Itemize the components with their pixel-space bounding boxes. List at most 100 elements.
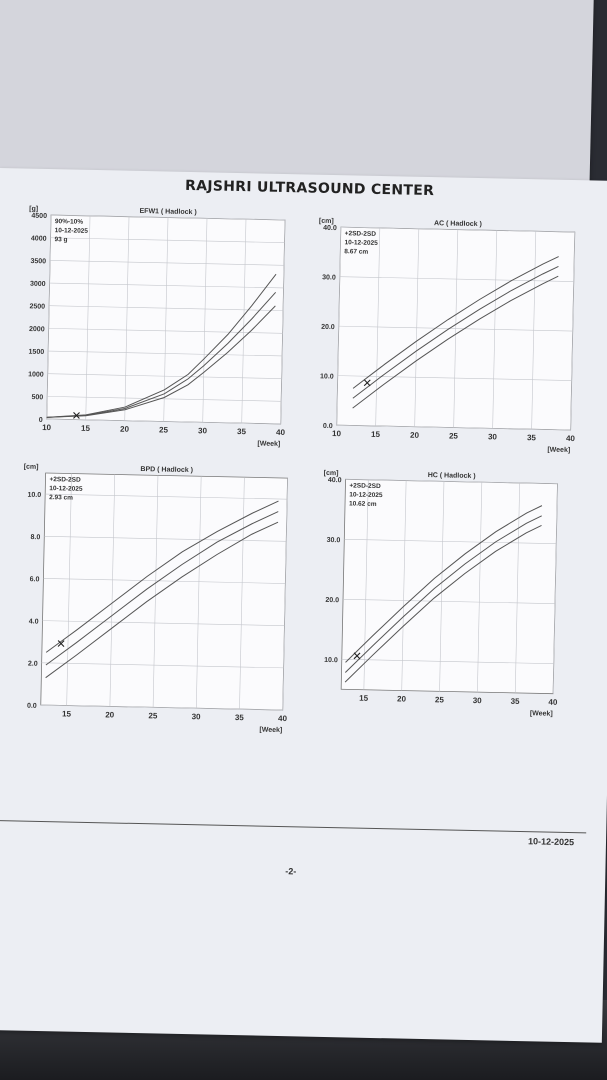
ac-series-line-3: [352, 275, 559, 409]
efw-grid-x: [280, 219, 286, 424]
hc-grid-y: [343, 598, 556, 605]
hc-x-axis-label: [Week]: [530, 710, 553, 717]
ac-y-tick-label: 30.0: [322, 274, 336, 281]
efw-x-tick-label: 40: [276, 428, 286, 437]
efw-series-line-2: [46, 291, 277, 418]
page-number: -2-: [285, 866, 297, 877]
hc-grid-x: [477, 482, 483, 693]
hc-grid-x: [439, 481, 445, 692]
efw-grid-y: [48, 350, 283, 357]
efw-y-tick-label: 0: [39, 417, 43, 424]
bpd-x-tick-label: 40: [278, 714, 288, 723]
bpd-y-tick-label: 10.0: [27, 492, 41, 499]
efw-y-tick-label: 2000: [29, 326, 45, 333]
report-title: RAJSHRI ULTRASOUND CENTER: [184, 177, 435, 200]
bpd-legend-line-3: 2.93 cm: [49, 494, 73, 502]
efw-y-tick-label: 500: [31, 394, 43, 401]
efw-grid-x: [124, 216, 130, 421]
bpd-legend-line-2: 10-12-2025: [49, 485, 83, 493]
efw-grid-x: [163, 217, 169, 422]
bpd-x-tick-label: 25: [148, 711, 158, 720]
ac-x-tick-label: 35: [527, 433, 537, 442]
hc-y-tick-label: 10.0: [324, 657, 338, 664]
bpd-chart: 15 20 25 30 35 40 0.0 2.0 4.0 6.0 8.0 10.0 BPD ( Had…: [24, 464, 288, 734]
efw-x-tick-label: 30: [198, 426, 208, 435]
efw-x-tick-label: 35: [237, 427, 247, 436]
ac-y-axis-label: [cm]: [319, 218, 334, 225]
bpd-grid-y: [41, 662, 284, 669]
ac-x-tick-label: 10: [332, 429, 342, 438]
ac-grid-y: [338, 325, 573, 332]
hc-chart: 15 20 25 30 35 40 10.0 20.0 30.0 40.0 HC ( Hadlock…: [324, 470, 558, 718]
efw-legend-line-3: 93 g: [54, 236, 67, 243]
bpd-y-tick-label: 0.0: [27, 703, 37, 710]
bpd-grid-y: [45, 493, 288, 500]
ac-series-line-2: [352, 265, 559, 399]
bpd-y-axis-label: [cm]: [24, 464, 39, 471]
efw-legend-line-1: 90%-10%: [55, 218, 84, 226]
efw-x-axis-label: [Week]: [257, 440, 280, 447]
bpd-x-tick-label: 35: [235, 713, 245, 722]
ac-measurement-marker: [363, 379, 371, 387]
efw-y-tick-label: 1500: [28, 349, 44, 356]
hc-series-line-3: [344, 524, 542, 683]
ac-grid-y: [337, 375, 572, 381]
ac-y-tick-label: 0.0: [323, 423, 333, 430]
bpd-chart-title: BPD ( Hadlock ): [140, 466, 193, 474]
hc-series-line-2: [344, 515, 542, 673]
efw-grid-x: [85, 215, 91, 420]
bpd-x-tick-label: 15: [62, 709, 72, 718]
hc-grid-y: [341, 658, 554, 665]
hc-y-tick-label: 20.0: [325, 597, 339, 604]
bpd-grid-x: [66, 473, 72, 706]
bpd-grid-x: [282, 478, 288, 711]
ac-grid-y: [336, 424, 571, 431]
ac-x-tick-label: 20: [410, 431, 420, 440]
efw-grid-y: [48, 328, 283, 334]
hc-grid-y: [345, 479, 558, 485]
hc-chart-title: HC ( Hadlock ): [428, 472, 476, 480]
ac-legend-line-3: 8.67 cm: [344, 248, 368, 256]
bpd-grid-x: [152, 475, 159, 708]
ac-series-line-1: [352, 256, 559, 389]
bpd-grid-x: [196, 476, 202, 709]
efw-y-tick-label: 3000: [30, 281, 46, 288]
hc-legend-line-1: +2SD-2SD: [349, 482, 381, 490]
bpd-x-axis-label: [Week]: [259, 727, 282, 734]
hc-y-tick-label: 40.0: [328, 477, 342, 484]
efw-grid-y: [47, 396, 282, 402]
efw-chart-title: EFW1 ( Hadlock ): [139, 208, 196, 216]
efw-x-tick-label: 20: [120, 425, 130, 434]
efw-series-line-1: [46, 273, 277, 418]
hc-x-tick-label: 35: [511, 697, 521, 706]
hc-series-line-1: [345, 505, 543, 663]
efw-chart: 10 15 20 25 30 35 40 0 500 1000 1500 2000 2500 3000 35…: [28, 206, 286, 448]
efw-grid-y: [49, 282, 284, 289]
footer-divider: [0, 819, 587, 834]
bpd-grid-x: [109, 474, 116, 707]
hc-y-axis-label: [cm]: [324, 470, 339, 477]
ac-y-tick-label: 40.0: [323, 225, 337, 232]
efw-y-tick-label: 4000: [31, 235, 47, 242]
ac-grid-y: [340, 226, 575, 233]
hc-x-tick-label: 20: [397, 694, 407, 703]
bpd-grid-x: [239, 477, 245, 710]
bpd-grid-y: [43, 578, 286, 584]
efw-grid-y: [50, 260, 285, 266]
bpd-series-line-2: [45, 511, 279, 666]
efw-y-tick-label: 2500: [29, 303, 45, 310]
efw-grid-y: [47, 373, 282, 379]
hc-grid-y: [344, 538, 557, 545]
bpd-measurement-marker: [57, 640, 65, 648]
efw-grid-x: [202, 218, 208, 423]
ac-x-axis-label: [Week]: [547, 447, 570, 454]
efw-legend-line-2: 10-12-2025: [55, 227, 89, 235]
efw-grid-y: [50, 237, 285, 243]
hc-grid-x: [363, 479, 369, 690]
hc-x-tick-label: 25: [435, 695, 445, 704]
hc-measurement-marker: [353, 652, 361, 660]
bpd-plot-area: [40, 472, 288, 711]
efw-grid-y: [49, 305, 284, 311]
bpd-y-tick-label: 2.0: [28, 661, 38, 668]
ac-y-tick-label: 20.0: [321, 324, 335, 331]
